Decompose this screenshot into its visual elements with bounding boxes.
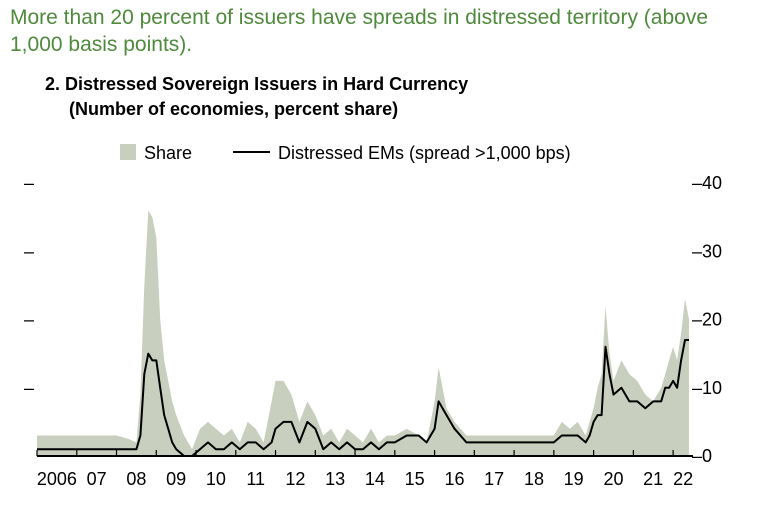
x-tick-label: 18 — [524, 469, 544, 489]
y-left-tick-label: – — [24, 173, 34, 193]
chart-title-block: 2. Distressed Sovereign Issuers in Hard … — [45, 72, 468, 122]
x-tick-label: 09 — [166, 469, 186, 489]
y-right-tick-label: –40 — [692, 173, 722, 193]
y-right-tick-label: –30 — [692, 241, 722, 261]
y-right-tick-label: –0 — [692, 446, 712, 466]
axes: 2006 07 08 09 10 11 12 13 14 15 16 17 18 19 20 21 22 –0 –1… — [24, 173, 722, 489]
distressed-ems-line — [37, 339, 689, 457]
y-right-tick-label: –20 — [692, 310, 722, 330]
chart-subtitle: (Number of economies, percent share) — [69, 99, 399, 119]
x-tick-label: 13 — [325, 469, 345, 489]
x-tick-label: 21 — [643, 469, 663, 489]
y-left-tick-label: – — [24, 378, 34, 398]
legend-share-swatch — [120, 144, 136, 160]
legend-distressed-label: Distressed EMs (spread >1,000 bps) — [278, 143, 571, 163]
chart-title: 2. Distressed Sovereign Issuers in Hard … — [45, 74, 469, 94]
x-tick-label: 2006 — [37, 469, 77, 489]
x-tick-label: 16 — [444, 469, 464, 489]
x-tick-label: 10 — [206, 469, 226, 489]
x-tick-label: 22 — [673, 469, 693, 489]
plot-area — [37, 210, 689, 457]
x-tick-label: 20 — [603, 469, 623, 489]
share-area — [37, 210, 689, 456]
x-tick-label: 14 — [365, 469, 385, 489]
y-left-tick-label: – — [24, 310, 34, 330]
x-tick-label: 07 — [87, 469, 107, 489]
x-tick-label: 15 — [405, 469, 425, 489]
legend: Share Distressed EMs (spread >1,000 bps) — [120, 143, 571, 163]
x-tick-label: 12 — [285, 469, 305, 489]
y-right-tick-label: –10 — [692, 378, 722, 398]
headline: More than 20 percent of issuers have spr… — [10, 6, 709, 56]
legend-share-label: Share — [144, 143, 192, 163]
x-tick-label: 08 — [126, 469, 146, 489]
x-tick-label: 19 — [564, 469, 584, 489]
y-left-tick-label: – — [24, 241, 34, 261]
x-tick-label: 17 — [484, 469, 504, 489]
x-tick-label: 11 — [246, 469, 265, 489]
